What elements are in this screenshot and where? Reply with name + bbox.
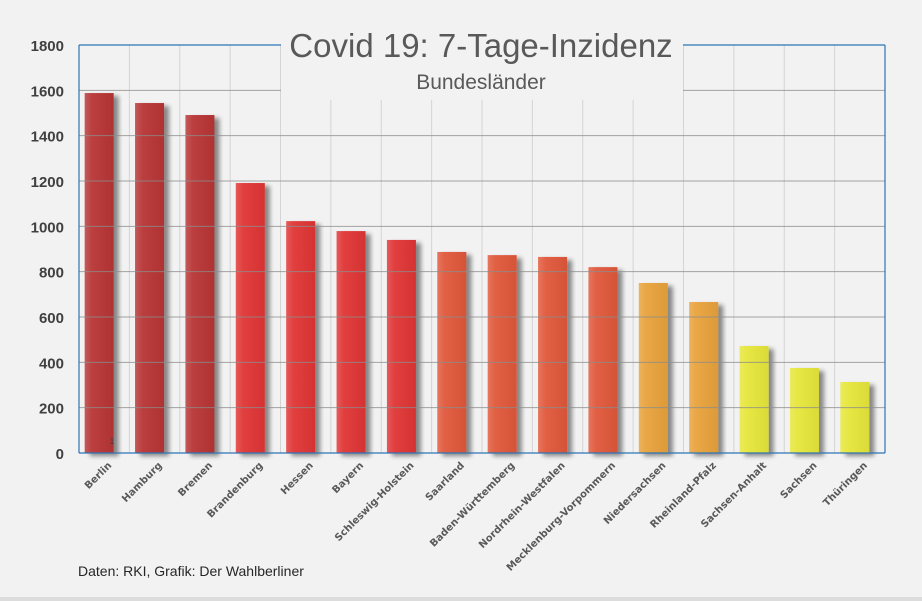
- bar-niedersachsen: [638, 283, 668, 453]
- y-tick-label: 0: [56, 446, 64, 463]
- bar-bayern: [336, 231, 366, 453]
- x-tick-label: Berlin: [83, 460, 114, 491]
- bar-th-ringen: [840, 382, 870, 453]
- bar-sheen: [538, 256, 568, 453]
- plot-frame: [78, 44, 886, 454]
- x-tick-label: Bremen: [176, 460, 215, 499]
- bar-sachsen-anhalt: [739, 346, 769, 453]
- bar-sheen: [336, 231, 366, 453]
- x-tick-label: Bayern: [331, 460, 367, 496]
- x-tick-label: Nordrhein-Westfalen: [477, 460, 568, 551]
- x-tick-label: Hamburg: [120, 460, 164, 504]
- x-tick-label: Sachsen: [779, 460, 820, 501]
- vertical-gridlines: [128, 45, 836, 453]
- bar-sheen: [588, 267, 618, 453]
- bar-rheinland-pfalz: [689, 302, 719, 453]
- bar-schleswig-holstein: [386, 239, 416, 453]
- chart-title: Covid 19: 7-Tage-Inzidenz: [289, 27, 672, 64]
- x-tick-label: Saarland: [424, 460, 467, 503]
- bar-sachsen: [789, 368, 819, 453]
- source-note: Daten: RKI, Grafik: Der Wahlberliner: [78, 563, 304, 579]
- bar-baden-w-rttemberg: [487, 255, 517, 453]
- bar-sheen: [638, 283, 668, 453]
- bar-sheen: [840, 382, 870, 453]
- bar-hessen: [286, 221, 316, 453]
- x-tick-label: Hessen: [279, 460, 316, 497]
- bars: [84, 93, 870, 454]
- bar-brandenburg: [235, 183, 265, 454]
- bar-sheen: [437, 251, 467, 453]
- bar-sheen: [235, 183, 265, 454]
- bar-mecklenburg-vorpommern: [588, 267, 618, 453]
- y-tick-label: 800: [39, 265, 64, 282]
- bar-sheen: [689, 302, 719, 453]
- x-tick-label: Baden-Württemberg: [428, 460, 517, 549]
- bottom-band: [0, 597, 922, 601]
- y-tick-label: 1200: [31, 174, 64, 191]
- title-background: [281, 28, 683, 100]
- bar-bremen: [185, 115, 215, 453]
- y-tick-label: 1600: [31, 83, 64, 100]
- y-axis-ticks: 0 200 400 600 800 1000 1200 1400 1600 1800: [31, 38, 64, 463]
- bar-hamburg: [135, 103, 165, 453]
- y-tick-label: 1400: [31, 129, 64, 146]
- y-tick-label: 1000: [31, 219, 64, 236]
- chart-subtitle: Bundesländer: [416, 71, 546, 94]
- bar-saarland: [437, 251, 467, 453]
- bar-sheen: [739, 346, 769, 453]
- bar-sheen: [185, 115, 215, 453]
- y-tick-label: 1800: [31, 38, 64, 55]
- bar-sheen: [84, 93, 114, 453]
- y-tick-label: 600: [39, 310, 64, 327]
- bar-sheen: [135, 103, 165, 453]
- y-tick-label: 400: [39, 355, 64, 372]
- bar-sheen: [386, 239, 416, 453]
- horizontal-gridlines: [79, 89, 885, 409]
- x-tick-label: Brandenburg: [205, 460, 265, 520]
- bar-sheen: [789, 368, 819, 453]
- bar-nordrhein-westfalen: [538, 256, 568, 453]
- x-tick-label: Thüringen: [821, 460, 870, 509]
- x-tick-label: Mecklenburg-Vorpommern: [505, 460, 618, 573]
- y-tick-label: 200: [39, 401, 64, 418]
- data-annotation: 1: [110, 437, 115, 446]
- bar-sheen: [286, 221, 316, 453]
- bar-berlin: [84, 93, 114, 453]
- bar-sheen: [487, 255, 517, 453]
